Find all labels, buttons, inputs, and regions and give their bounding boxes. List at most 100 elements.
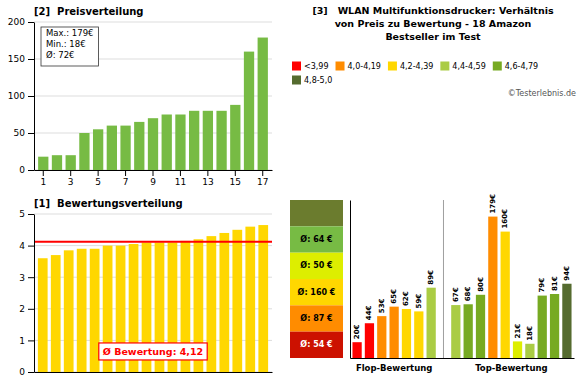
- tick-label: 3: [68, 177, 74, 187]
- bar: [245, 227, 255, 372]
- data-label: 160€: [501, 209, 509, 229]
- bar: [38, 157, 48, 170]
- tick: 17: [257, 170, 268, 187]
- bar: [476, 295, 485, 358]
- data-label: 89€: [427, 270, 435, 285]
- chart-panel: [2] Preisverteilung135791113151705010015…: [8, 6, 273, 187]
- data-label: 68€: [464, 287, 472, 302]
- tick-mark: [262, 170, 263, 176]
- side-legend-block: [290, 253, 343, 279]
- side-legend-label: Ø: 64 €: [300, 234, 333, 244]
- bar: [501, 232, 510, 358]
- tick-label: 150: [8, 54, 25, 64]
- bar: [244, 52, 254, 170]
- tick-mark: [180, 170, 181, 176]
- bar: [120, 126, 130, 170]
- tick-mark: [28, 59, 34, 60]
- legend-label: 4,4-4,59: [452, 62, 485, 71]
- plot-area: [38, 38, 268, 170]
- grid: [34, 214, 272, 372]
- tick: 2: [19, 304, 34, 314]
- tick-label: 13: [202, 177, 213, 187]
- tick: 0: [19, 165, 34, 175]
- side-legend-block: [290, 200, 343, 226]
- tick: 3: [68, 170, 74, 187]
- tick: 5: [19, 209, 34, 219]
- chart-panel: [1] Bewertungsverteilung012345Ø Bewertun…: [19, 198, 272, 377]
- tick-mark: [125, 170, 126, 176]
- tick-mark: [43, 170, 44, 176]
- tick-label: 5: [19, 209, 25, 219]
- bar: [513, 341, 522, 358]
- bar: [189, 111, 199, 170]
- legend-item: 4,2-4,39: [388, 62, 433, 71]
- legend-item: <3,99: [292, 62, 329, 71]
- chart-title: von Preis zu Bewertung - 18 Amazon: [335, 18, 532, 29]
- tick-mark: [28, 372, 34, 373]
- data-label: 94€: [563, 266, 571, 281]
- tick-label: 9: [150, 177, 156, 187]
- data-label: 62€: [402, 291, 410, 306]
- data-label: 44€: [365, 305, 373, 320]
- bar: [230, 105, 240, 170]
- axis-line: [350, 201, 351, 359]
- tick-mark: [28, 214, 34, 215]
- legend: <3,99 4,0-4,19 4,2-4,39 4,4-4,59 4,6-4,79 4,8…: [292, 62, 538, 85]
- grid-line: [34, 96, 272, 97]
- tick-mark: [207, 170, 208, 176]
- x-axis: [351, 358, 575, 359]
- bar: [451, 305, 460, 358]
- tick: 1: [40, 170, 46, 187]
- tick: 11: [175, 170, 186, 187]
- chart-title: [2] Preisverteilung: [34, 6, 144, 17]
- tick: 100: [8, 91, 34, 101]
- tick-label: 0: [19, 165, 25, 175]
- tick: 50: [14, 128, 34, 138]
- tick-label: 50: [14, 128, 26, 138]
- bar: [207, 236, 217, 372]
- bar: [538, 296, 547, 358]
- tick-mark: [28, 246, 34, 247]
- bar: [562, 284, 571, 358]
- bar: [402, 309, 411, 358]
- plot-area: [352, 200, 571, 358]
- tick-mark: [153, 170, 154, 176]
- tick: 7: [123, 170, 129, 187]
- tick: 200: [8, 17, 34, 27]
- side-legend-block: [290, 226, 343, 252]
- legend-item: 4,4-4,59: [440, 62, 485, 71]
- legend-label: 4,8-5,0: [304, 76, 332, 85]
- axis-line: [34, 215, 35, 373]
- data-label: 20€: [353, 324, 361, 339]
- plot-area: [34, 225, 272, 372]
- tick-label: 200: [8, 17, 25, 27]
- tick-label: 15: [230, 177, 241, 187]
- legend-label: 4,6-4,79: [505, 62, 538, 71]
- tick-label: 4: [19, 241, 25, 251]
- axis-line: [351, 358, 575, 359]
- legend-swatch: [292, 76, 301, 85]
- bar: [79, 133, 89, 170]
- legend-item: 4,0-4,19: [336, 62, 381, 71]
- bar: [134, 122, 144, 170]
- tick: 3: [19, 273, 34, 283]
- data-label: 18€: [526, 326, 534, 341]
- data-label: 80€: [477, 277, 485, 292]
- bar: [77, 249, 87, 372]
- bar: [488, 217, 497, 358]
- legend-swatch: [493, 62, 502, 71]
- tick: 4: [19, 241, 34, 251]
- tick: 0: [19, 367, 34, 377]
- tick-mark: [28, 277, 34, 278]
- bar: [107, 126, 117, 170]
- tick-label: 1: [40, 177, 46, 187]
- tick-label: 100: [8, 91, 25, 101]
- x-axis: [35, 372, 273, 373]
- data-label: 79€: [538, 278, 546, 293]
- bar: [175, 115, 185, 171]
- legend-swatch: [388, 62, 397, 71]
- grid-line: [34, 22, 272, 23]
- average-label-box: Ø Bewertung: 4,12: [99, 343, 207, 360]
- side-legend-block: [290, 332, 343, 358]
- tick-mark: [28, 340, 34, 341]
